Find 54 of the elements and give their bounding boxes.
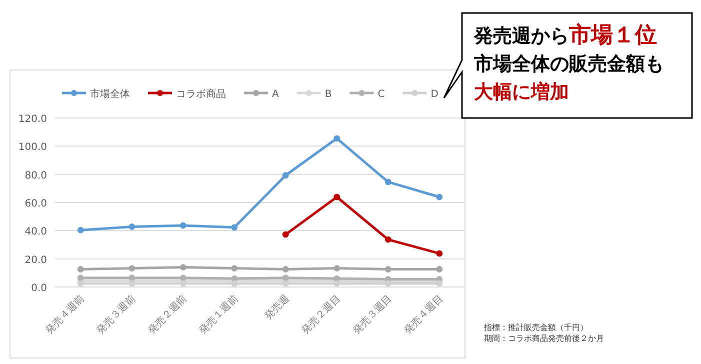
point xyxy=(180,280,186,287)
text: 期間：コラボ商品発売前後２か月 xyxy=(484,334,604,343)
point xyxy=(282,172,289,179)
point xyxy=(180,264,186,270)
point xyxy=(282,231,289,238)
point xyxy=(282,280,289,287)
legend-label: コラボ商品 xyxy=(176,88,226,100)
point xyxy=(384,266,392,272)
point xyxy=(128,265,136,272)
point xyxy=(334,265,340,272)
point xyxy=(231,224,238,231)
legend-label: 市場全体 xyxy=(90,88,130,100)
point xyxy=(334,280,340,287)
point xyxy=(128,280,136,287)
point xyxy=(128,274,136,282)
x-tick-label: 発売４週目 xyxy=(402,292,446,336)
point xyxy=(77,226,84,234)
point xyxy=(282,266,289,272)
x-tick-label: 発売１週前 xyxy=(196,292,240,336)
point xyxy=(436,194,443,200)
point xyxy=(384,236,392,243)
y-tick-label: 120.0 xyxy=(18,114,47,125)
legend-label: B xyxy=(324,89,332,100)
callout: 発売週から市場１位 市場全体の販売金額も 大幅に増加 xyxy=(443,12,693,119)
x-tick-label: 発売２週前 xyxy=(145,292,190,336)
y-tick-label: 80.0 xyxy=(24,170,47,182)
y-tick-label: 40.0 xyxy=(24,226,47,238)
y-tick-label: 0.0 xyxy=(31,283,47,294)
point xyxy=(180,222,186,229)
text: 指標：推計販売金額（千円） xyxy=(483,323,588,332)
x-tick-label: 発売３週前 xyxy=(94,292,138,336)
point xyxy=(77,280,84,287)
y-tick-label: 60.0 xyxy=(24,198,47,210)
x-tick-label: 発売３週目 xyxy=(350,292,394,336)
legend-label: D xyxy=(430,89,439,100)
point xyxy=(436,266,443,272)
x-tick-label: 発売週 xyxy=(262,292,292,322)
x-tick-label: 発売２週目 xyxy=(299,292,343,336)
x-tick-label: 発売４週前 xyxy=(42,292,87,336)
point xyxy=(77,266,84,272)
legend-label: C xyxy=(378,89,385,100)
point xyxy=(180,274,186,282)
point xyxy=(334,194,340,200)
point xyxy=(436,250,443,257)
legend-label: A xyxy=(272,89,279,100)
y-tick-label: 20.0 xyxy=(24,254,47,266)
point xyxy=(384,178,392,186)
point xyxy=(231,265,238,272)
point xyxy=(282,274,289,282)
point xyxy=(128,224,136,230)
point xyxy=(334,135,340,142)
point xyxy=(77,274,84,282)
y-tick-label: 100.0 xyxy=(18,142,47,154)
point xyxy=(231,280,238,287)
